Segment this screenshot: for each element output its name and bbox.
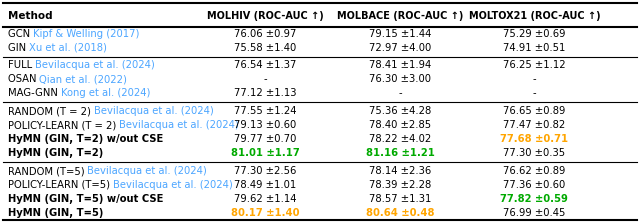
Text: Bevilacqua et al. (2024): Bevilacqua et al. (2024) [35, 60, 155, 70]
Text: RANDOM (T = 2): RANDOM (T = 2) [8, 106, 93, 116]
Text: HyMN (GIN, T=5) w/out CSE: HyMN (GIN, T=5) w/out CSE [8, 194, 163, 204]
Text: 77.36 ±0.60: 77.36 ±0.60 [503, 180, 566, 190]
Text: 78.22 ±4.02: 78.22 ±4.02 [369, 134, 431, 144]
Text: GIN: GIN [8, 43, 29, 53]
Text: POLICY-LEARN (T=5): POLICY-LEARN (T=5) [8, 180, 113, 190]
Text: 77.47 ±0.82: 77.47 ±0.82 [503, 120, 566, 130]
Text: 79.62 ±1.14: 79.62 ±1.14 [234, 194, 297, 204]
Text: 76.06 ±0.97: 76.06 ±0.97 [234, 29, 297, 39]
Text: 79.13 ±0.60: 79.13 ±0.60 [234, 120, 297, 130]
Text: 81.16 ±1.21: 81.16 ±1.21 [365, 148, 435, 158]
Text: Method: Method [8, 10, 52, 21]
Text: Qian et al. (2022): Qian et al. (2022) [39, 74, 127, 84]
Text: 76.99 ±0.45: 76.99 ±0.45 [503, 208, 566, 218]
Text: -: - [532, 88, 536, 98]
Text: 78.57 ±1.31: 78.57 ±1.31 [369, 194, 431, 204]
Text: Bevilacqua et al. (2024): Bevilacqua et al. (2024) [113, 180, 232, 190]
Text: MOLTOX21 (ROC-AUC ↑): MOLTOX21 (ROC-AUC ↑) [468, 10, 600, 21]
Text: 78.49 ±1.01: 78.49 ±1.01 [234, 180, 297, 190]
Text: 75.58 ±1.40: 75.58 ±1.40 [234, 43, 297, 53]
Text: 78.41 ±1.94: 78.41 ±1.94 [369, 60, 431, 70]
Text: 75.36 ±4.28: 75.36 ±4.28 [369, 106, 431, 116]
Text: 80.64 ±0.48: 80.64 ±0.48 [365, 208, 435, 218]
Text: Bevilacqua et al. (2024): Bevilacqua et al. (2024) [119, 120, 239, 130]
Text: 79.15 ±1.44: 79.15 ±1.44 [369, 29, 431, 39]
Text: 80.17 ±1.40: 80.17 ±1.40 [231, 208, 300, 218]
Text: 74.91 ±0.51: 74.91 ±0.51 [503, 43, 566, 53]
Text: RANDOM (T=5): RANDOM (T=5) [8, 166, 88, 176]
Text: Kong et al. (2024): Kong et al. (2024) [61, 88, 150, 98]
Text: Kipf & Welling (2017): Kipf & Welling (2017) [33, 29, 140, 39]
Text: FULL: FULL [8, 60, 35, 70]
Text: 77.30 ±2.56: 77.30 ±2.56 [234, 166, 297, 176]
Text: 76.54 ±1.37: 76.54 ±1.37 [234, 60, 297, 70]
Text: 76.30 ±3.00: 76.30 ±3.00 [369, 74, 431, 84]
Text: 76.25 ±1.12: 76.25 ±1.12 [503, 60, 566, 70]
Text: 77.30 ±0.35: 77.30 ±0.35 [503, 148, 566, 158]
Text: HyMN (GIN, T=5): HyMN (GIN, T=5) [8, 208, 103, 218]
Text: MAG-GNN: MAG-GNN [8, 88, 61, 98]
Text: 72.97 ±4.00: 72.97 ±4.00 [369, 43, 431, 53]
Text: 75.29 ±0.69: 75.29 ±0.69 [503, 29, 566, 39]
Text: 76.62 ±0.89: 76.62 ±0.89 [503, 166, 566, 176]
Text: -: - [532, 74, 536, 84]
Text: GCN: GCN [8, 29, 33, 39]
Text: Bevilacqua et al. (2024): Bevilacqua et al. (2024) [88, 166, 207, 176]
Text: 77.82 ±0.59: 77.82 ±0.59 [500, 194, 568, 204]
Text: HyMN (GIN, T=2) w/out CSE: HyMN (GIN, T=2) w/out CSE [8, 134, 163, 144]
Text: 78.40 ±2.85: 78.40 ±2.85 [369, 120, 431, 130]
Text: MOLBACE (ROC-AUC ↑): MOLBACE (ROC-AUC ↑) [337, 10, 463, 21]
Text: 81.01 ±1.17: 81.01 ±1.17 [231, 148, 300, 158]
Text: POLICY-LEARN (T = 2): POLICY-LEARN (T = 2) [8, 120, 119, 130]
Text: 76.65 ±0.89: 76.65 ±0.89 [503, 106, 566, 116]
Text: Xu et al. (2018): Xu et al. (2018) [29, 43, 107, 53]
Text: HyMN (GIN, T=2): HyMN (GIN, T=2) [8, 148, 103, 158]
Text: 77.68 ±0.71: 77.68 ±0.71 [500, 134, 568, 144]
Text: 78.14 ±2.36: 78.14 ±2.36 [369, 166, 431, 176]
Text: Bevilacqua et al. (2024): Bevilacqua et al. (2024) [93, 106, 213, 116]
Text: 78.39 ±2.28: 78.39 ±2.28 [369, 180, 431, 190]
Text: 77.55 ±1.24: 77.55 ±1.24 [234, 106, 297, 116]
Text: MOLHIV (ROC-AUC ↑): MOLHIV (ROC-AUC ↑) [207, 10, 324, 21]
Text: 79.77 ±0.70: 79.77 ±0.70 [234, 134, 297, 144]
Text: -: - [398, 88, 402, 98]
Text: OSAN: OSAN [8, 74, 39, 84]
Text: 77.12 ±1.13: 77.12 ±1.13 [234, 88, 297, 98]
Text: -: - [264, 74, 268, 84]
